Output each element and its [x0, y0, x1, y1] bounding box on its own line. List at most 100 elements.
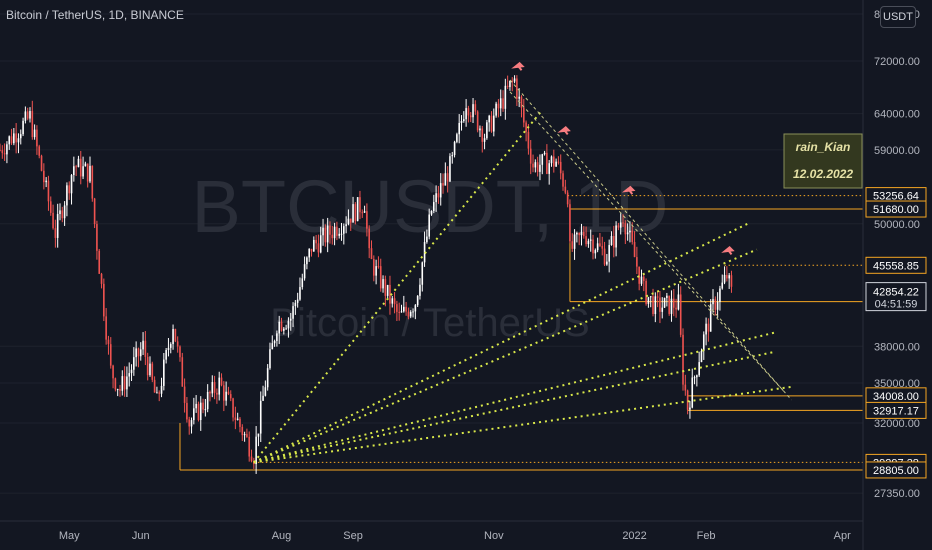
candle-body — [502, 98, 504, 109]
horizontal-levels — [179, 195, 863, 471]
candle-body — [460, 120, 463, 123]
candle-body — [6, 144, 8, 155]
candle-body — [578, 232, 580, 236]
candle-body — [594, 250, 597, 254]
candle-body — [142, 340, 144, 350]
candle-body — [278, 321, 281, 334]
candle-body — [340, 233, 343, 235]
candle-body — [144, 340, 147, 357]
candle-body — [347, 218, 350, 225]
candle-body — [287, 320, 290, 329]
fan-line — [253, 351, 774, 464]
candle-body — [103, 283, 105, 317]
candle-body — [246, 434, 248, 437]
candle-body — [209, 391, 211, 394]
candle-body — [435, 193, 437, 203]
flag-markers — [511, 61, 735, 256]
currency-badge[interactable]: USDT — [880, 6, 916, 28]
candle-body — [465, 108, 467, 120]
candle-body — [532, 163, 534, 168]
candle-body — [289, 318, 292, 321]
candle-body — [33, 129, 36, 138]
candle-body — [389, 284, 391, 304]
candle-body — [47, 180, 50, 202]
x-axis[interactable]: May Jun Aug Sep Nov 2022 Feb Apr — [59, 530, 851, 542]
candle-body — [206, 391, 209, 410]
candle-body — [393, 298, 396, 305]
candle-body — [107, 339, 110, 345]
candle-body — [79, 158, 82, 177]
candle-body — [562, 173, 564, 187]
candle-body — [75, 166, 77, 168]
price-label: 45558.85 — [873, 260, 919, 272]
candle-body — [303, 264, 306, 279]
candle-body — [490, 115, 493, 132]
candle-body — [677, 294, 680, 310]
candle-body — [333, 226, 336, 239]
fan-line — [253, 222, 749, 464]
candle-body — [149, 363, 151, 376]
candle-body — [386, 284, 389, 296]
candle-body — [158, 392, 161, 394]
candle-body — [539, 164, 541, 172]
candle-body — [172, 328, 174, 345]
candle-body — [511, 80, 514, 82]
x-tick-label: Sep — [343, 530, 363, 542]
candle-body — [202, 402, 204, 410]
note-text: rain_Kian — [796, 140, 851, 154]
candle-body — [19, 134, 22, 139]
candle-body — [266, 368, 269, 388]
candle-body — [135, 348, 137, 358]
candle-body — [428, 214, 431, 237]
y-tick-label: 64000.00 — [874, 109, 920, 121]
candle-body — [354, 204, 357, 222]
candle-body — [315, 239, 317, 244]
candle-body — [188, 419, 191, 427]
candle-body — [93, 198, 96, 225]
candle-body — [698, 362, 700, 376]
candle-body — [527, 131, 530, 149]
price-label-box — [865, 461, 927, 479]
candle-body — [382, 279, 384, 289]
candle-body — [63, 205, 66, 219]
price-label: 51680.00 — [873, 204, 919, 216]
flag-marker-icon — [557, 126, 571, 135]
candle-body — [647, 297, 650, 304]
candle-body — [520, 96, 523, 108]
candle-body — [109, 344, 112, 366]
candle-body — [195, 403, 197, 409]
candle-body — [566, 192, 569, 205]
candle-body — [225, 391, 227, 401]
candle-body — [336, 226, 338, 236]
candle-body — [670, 298, 673, 314]
candle-body — [368, 228, 371, 249]
candle-body — [439, 183, 442, 198]
candle-body — [253, 461, 255, 465]
candle-body — [317, 243, 320, 253]
candle-body — [280, 321, 283, 331]
candle-body — [488, 115, 490, 123]
candle-body — [453, 141, 456, 156]
candle-body — [296, 299, 299, 303]
candle-body — [326, 225, 329, 243]
watermark-name: Bitcoin / TetherUS — [270, 301, 589, 345]
candle-body — [370, 248, 373, 260]
candle-body — [322, 227, 324, 236]
candle-body — [492, 115, 495, 132]
candle-body — [384, 279, 387, 296]
y-tick-label: 35000.00 — [874, 378, 920, 390]
price-label: 34008.00 — [873, 391, 919, 403]
candle-body — [114, 378, 117, 390]
x-tick-label: 2022 — [622, 530, 646, 542]
candle-body — [329, 225, 331, 235]
candle-body — [456, 134, 458, 142]
candle-body — [693, 377, 696, 379]
candle-body — [285, 328, 287, 330]
candle-body — [52, 212, 54, 229]
candle-body — [659, 297, 661, 312]
candle-body — [169, 344, 172, 348]
channel-line — [509, 91, 785, 393]
candle-body — [86, 163, 89, 182]
candle-body — [43, 170, 45, 183]
